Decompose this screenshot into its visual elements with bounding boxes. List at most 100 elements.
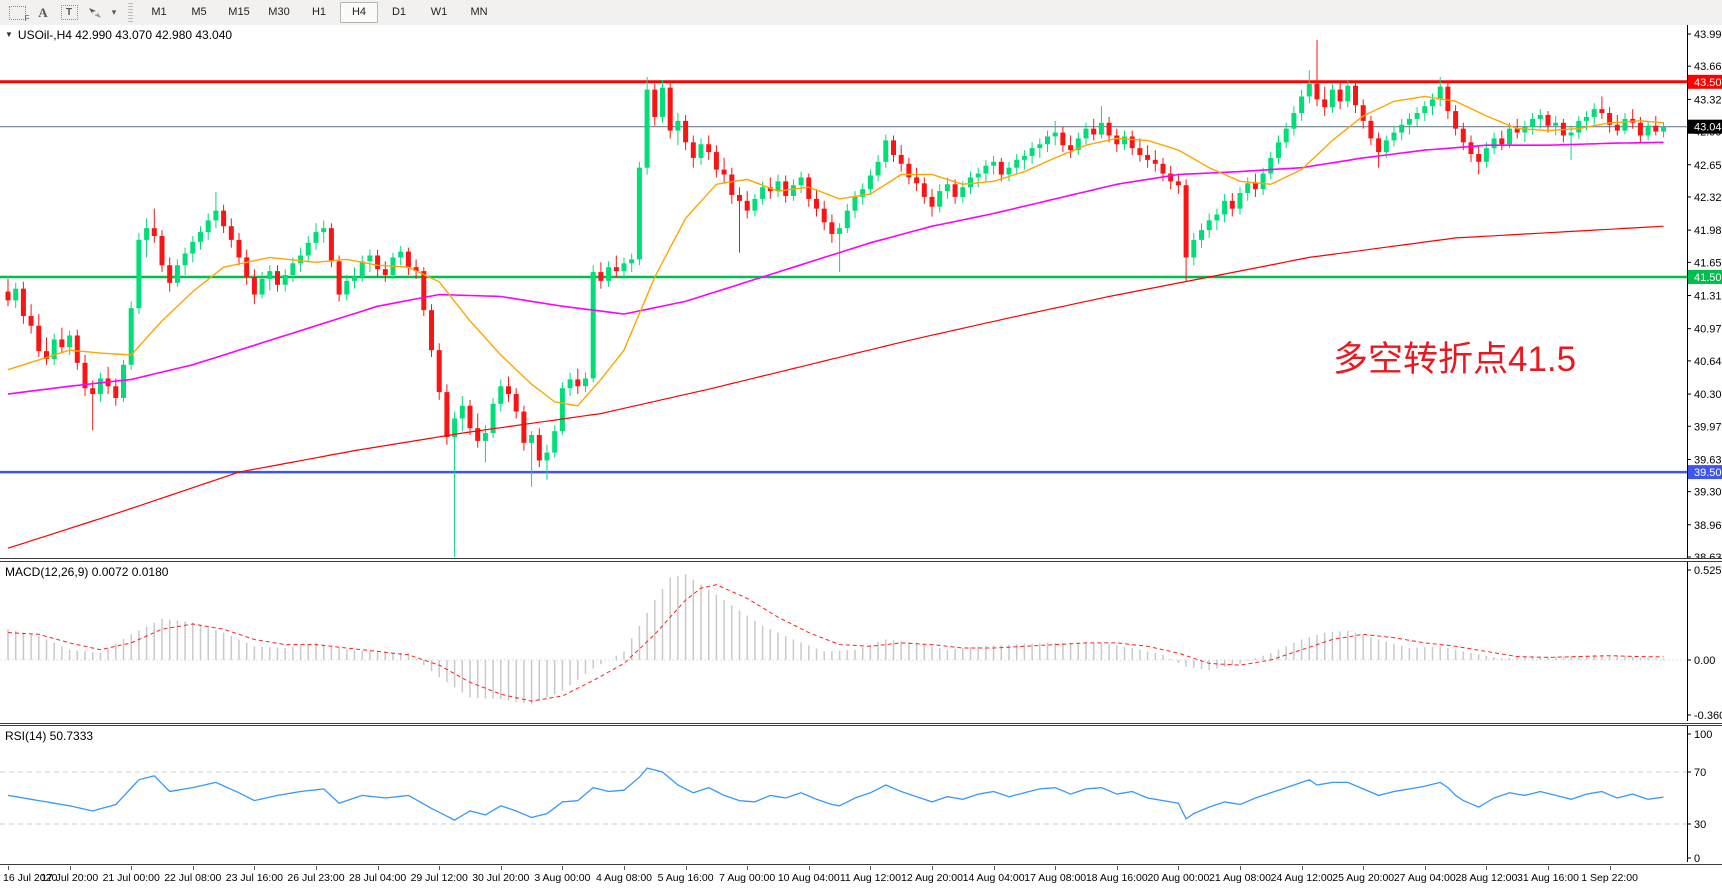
- timeframe-buttons: M1 M5 M15 M30 H1 H4 D1 W1 MN: [139, 0, 499, 25]
- time-tick: [377, 866, 379, 870]
- main-chart-canvas[interactable]: 43.99043.66043.32042.99042.65042.32041.9…: [0, 25, 1722, 558]
- time-tick: [624, 866, 625, 870]
- time-tick: [439, 866, 441, 870]
- svg-text:41.980: 41.980: [1694, 225, 1722, 237]
- time-tick: [1548, 866, 1549, 870]
- time-tick: [932, 866, 933, 870]
- timeframe-m15-button[interactable]: M15: [228, 6, 250, 18]
- timeframe-w1-button[interactable]: W1: [430, 6, 448, 18]
- time-label: 1 Sep 22:00: [1581, 872, 1638, 884]
- period-separators-grid-icon[interactable]: F: [4, 2, 30, 23]
- time-tick: [685, 866, 687, 870]
- time-label: 11 Aug 12:00: [839, 872, 901, 884]
- svg-text:38.960: 38.960: [1694, 520, 1722, 532]
- time-label: 25 Aug 20:00: [1332, 872, 1395, 884]
- toolbar-icons: F A T ▾: [0, 0, 120, 25]
- time-tick: [1486, 866, 1488, 870]
- timeframe-m1-button[interactable]: M1: [151, 6, 167, 18]
- svg-text:0.00: 0.00: [1694, 655, 1715, 667]
- time-tick: [254, 866, 256, 870]
- time-tick: [993, 866, 995, 870]
- time-label: 26 Jul 23:00: [287, 872, 345, 884]
- time-label: 14 Aug 04:00: [962, 872, 1025, 884]
- svg-text:41.500: 41.500: [1694, 272, 1722, 284]
- timeframe-m30-button[interactable]: M30: [268, 6, 290, 18]
- svg-text:43.040: 43.040: [1694, 122, 1722, 134]
- time-label: 22 Jul 08:00: [164, 872, 222, 884]
- time-label: 12 Aug 20:00: [901, 872, 963, 884]
- chart-title: USOil-,H4 42.990 43.070 42.980 43.040: [17, 28, 233, 42]
- time-tick: [870, 866, 872, 870]
- text-label-tool-icon[interactable]: A: [38, 4, 48, 20]
- time-label: 23 Jul 16:00: [225, 872, 283, 884]
- time-label: 16 Jul 2020: [3, 872, 58, 884]
- cursor-tool-dropdown-caret[interactable]: ▾: [111, 7, 117, 17]
- time-label: 7 Aug 00:00: [719, 872, 776, 884]
- rsi-canvas[interactable]: 100 70 30 0: [0, 726, 1722, 862]
- svg-text:39.300: 39.300: [1694, 487, 1722, 499]
- time-tick: [1055, 866, 1057, 870]
- time-tick: [8, 866, 9, 870]
- svg-text:-0.3603: -0.3603: [1694, 710, 1722, 721]
- svg-text:43.500: 43.500: [1694, 77, 1722, 89]
- timeframe-mn-button[interactable]: MN: [470, 6, 488, 18]
- svg-text:42.320: 42.320: [1694, 192, 1722, 204]
- time-tick: [131, 866, 133, 870]
- svg-text:0.5257: 0.5257: [1694, 565, 1722, 577]
- time-tick: [747, 866, 749, 870]
- time-label: 17 Aug 08:00: [1024, 872, 1087, 884]
- time-tick: [1363, 866, 1365, 870]
- time-label: 28 Aug 12:00: [1455, 872, 1518, 884]
- rsi-panel[interactable]: RSI(14) 50.7333 100 70 30 0: [0, 725, 1722, 865]
- macd-label: MACD(12,26,9) 0.0072 0.0180: [5, 565, 169, 579]
- time-label: 30 Jul 20:00: [472, 872, 530, 884]
- time-tick: [1301, 866, 1303, 870]
- timeframe-h1-button[interactable]: H1: [311, 6, 327, 18]
- macd-canvas[interactable]: 0.5257 0.00 -0.3603: [0, 562, 1722, 721]
- svg-text:42.650: 42.650: [1694, 160, 1722, 172]
- time-axis[interactable]: 16 Jul 2020 17 Jul 20:00 21 Jul 00:00 22 Ju…: [0, 866, 1722, 890]
- chart-title-row: ▼ USOil-,H4 42.990 43.070 42.980 43.040: [5, 28, 232, 42]
- toolbar-separator: [128, 3, 133, 22]
- time-tick: [1424, 866, 1426, 870]
- svg-text:70: 70: [1694, 767, 1706, 779]
- time-label: 5 Aug 16:00: [657, 872, 714, 884]
- main-chart-panel[interactable]: ▼ USOil-,H4 42.990 43.070 42.980 43.040 …: [0, 25, 1722, 559]
- timeframe-d1-button[interactable]: D1: [391, 6, 407, 18]
- time-label: 10 Aug 04:00: [777, 872, 840, 884]
- svg-text:43.990: 43.990: [1694, 29, 1722, 41]
- time-tick: [808, 866, 810, 870]
- time-tick: [192, 866, 194, 870]
- time-label: 21 Aug 08:00: [1209, 872, 1271, 884]
- time-tick: [316, 866, 317, 870]
- svg-text:40.970: 40.970: [1694, 324, 1722, 336]
- svg-text:0: 0: [1694, 853, 1700, 862]
- time-label: 27 Aug 04:00: [1393, 872, 1456, 884]
- time-label: 29 Jul 12:00: [410, 872, 468, 884]
- toolbar: F A T ▾ M1 M5 M15 M30 H1 H4 D1 W1 MN: [0, 0, 1722, 26]
- svg-text:30: 30: [1694, 819, 1706, 831]
- macd-panel[interactable]: MACD(12,26,9) 0.0072 0.0180 0.5257 0.00 -0…: [0, 561, 1722, 724]
- chart-collapse-caret-icon[interactable]: ▼: [5, 30, 13, 39]
- svg-text:41.650: 41.650: [1694, 257, 1722, 269]
- text-box-tool-icon[interactable]: T: [56, 2, 82, 23]
- time-tick: [1609, 866, 1611, 870]
- svg-text:40.640: 40.640: [1694, 356, 1722, 368]
- cursor-arrows-tool-icon[interactable]: [82, 2, 108, 23]
- time-label: 20 Aug 00:00: [1147, 872, 1210, 884]
- svg-text:39.630: 39.630: [1694, 454, 1722, 466]
- timeframe-h4-button[interactable]: H4: [340, 2, 378, 23]
- svg-text:39.970: 39.970: [1694, 421, 1722, 433]
- timeframe-m5-button[interactable]: M5: [191, 6, 207, 18]
- time-label: 17 Jul 20:00: [40, 872, 99, 884]
- time-label: 21 Jul 00:00: [102, 872, 160, 884]
- time-tick: [1178, 866, 1180, 870]
- time-tick: [69, 866, 71, 870]
- time-tick: [1116, 866, 1118, 870]
- rsi-label: RSI(14) 50.7333: [5, 729, 94, 743]
- time-tick: [562, 866, 564, 870]
- svg-text:100: 100: [1694, 729, 1712, 741]
- svg-text:38.630: 38.630: [1694, 552, 1722, 558]
- svg-text:39.500: 39.500: [1694, 467, 1722, 479]
